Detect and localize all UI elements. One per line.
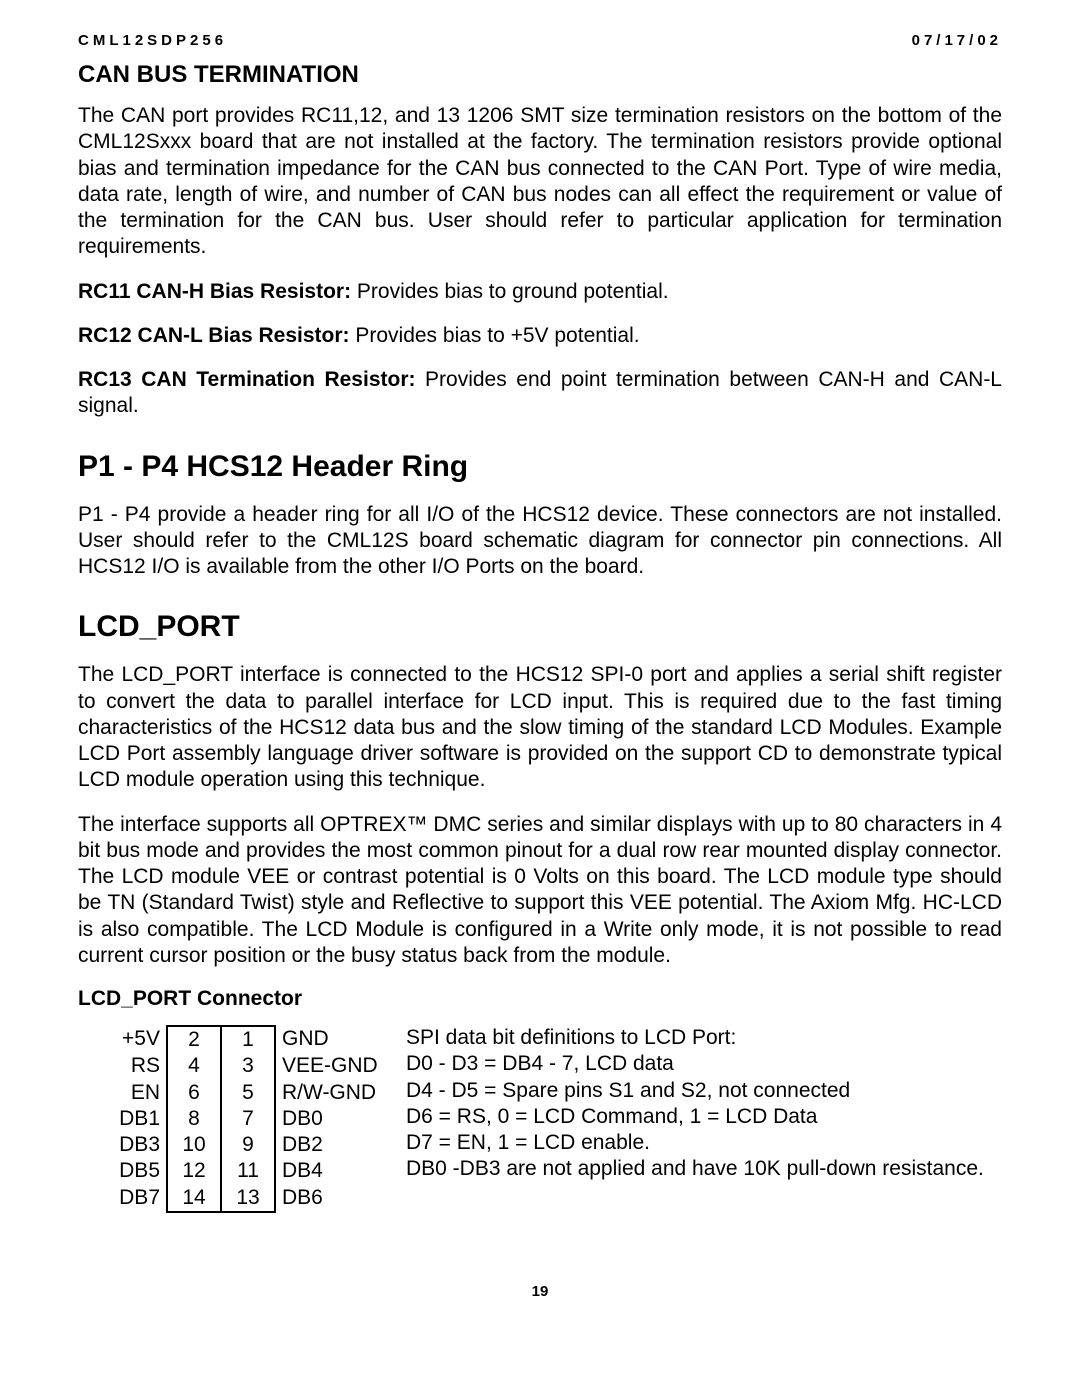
pin-num: 6 <box>167 1080 221 1106</box>
pin-num: 2 <box>167 1026 221 1053</box>
connector-table: +5V 2 1 GND RS 4 3 VEE-GND EN 6 5 R/W-GN… <box>98 1025 392 1213</box>
pin-label-left: DB7 <box>98 1185 167 1212</box>
connector-subhead: LCD_PORT Connector <box>78 987 1002 1011</box>
pin-label-left: DB3 <box>98 1132 167 1158</box>
table-row: RS 4 3 VEE-GND <box>98 1053 392 1079</box>
header-right: 07/17/02 <box>912 32 1002 49</box>
def-line: D6 = RS, 0 = LCD Command, 1 = LCD Data <box>406 1104 1002 1130</box>
rc11-bold: RC11 CAN-H Bias Resistor: <box>78 280 351 303</box>
pin-label-right: GND <box>275 1026 392 1053</box>
header-left: CML12SDP256 <box>78 32 227 49</box>
def-line: DB0 -DB3 are not applied and have 10K pu… <box>406 1156 1002 1182</box>
section1-title: CAN BUS TERMINATION <box>78 61 1002 89</box>
table-row: DB5 12 11 DB4 <box>98 1158 392 1184</box>
def-line: D7 = EN, 1 = LCD enable. <box>406 1130 1002 1156</box>
pin-num: 5 <box>221 1080 275 1106</box>
section1-p1: The CAN port provides RC11,12, and 13 12… <box>78 103 1002 261</box>
pin-num: 14 <box>167 1185 221 1212</box>
pin-num: 12 <box>167 1158 221 1184</box>
pin-num: 13 <box>221 1185 275 1212</box>
section2-title: P1 - P4 HCS12 Header Ring <box>78 450 1002 484</box>
section3-title: LCD_PORT <box>78 610 1002 644</box>
page-number: 19 <box>78 1283 1002 1300</box>
table-row: DB3 10 9 DB2 <box>98 1132 392 1158</box>
spi-definitions: SPI data bit definitions to LCD Port: D0… <box>406 1025 1002 1183</box>
pin-label-left: RS <box>98 1053 167 1079</box>
pin-num: 9 <box>221 1132 275 1158</box>
pin-label-left: DB1 <box>98 1106 167 1132</box>
table-row: EN 6 5 R/W-GND <box>98 1080 392 1106</box>
rc11-line: RC11 CAN-H Bias Resistor: Provides bias … <box>78 279 1002 305</box>
pin-num: 1 <box>221 1026 275 1053</box>
rc12-line: RC12 CAN-L Bias Resistor: Provides bias … <box>78 323 1002 349</box>
pin-label-right: DB2 <box>275 1132 392 1158</box>
pin-label-right: R/W-GND <box>275 1080 392 1106</box>
pin-label-left: EN <box>98 1080 167 1106</box>
def-line: D0 - D3 = DB4 - 7, LCD data <box>406 1051 1002 1077</box>
section3-p2: The interface supports all OPTREX™ DMC s… <box>78 812 1002 970</box>
section3-p1: The LCD_PORT interface is connected to t… <box>78 662 1002 793</box>
pin-label-right: DB6 <box>275 1185 392 1212</box>
section2-p1: P1 - P4 provide a header ring for all I/… <box>78 502 1002 581</box>
pin-num: 11 <box>221 1158 275 1184</box>
rc13-bold: RC13 CAN Termination Resistor: <box>78 368 415 391</box>
pin-label-left: +5V <box>98 1026 167 1053</box>
pin-label-right: VEE-GND <box>275 1053 392 1079</box>
pin-label-right: DB4 <box>275 1158 392 1184</box>
rc11-text: Provides bias to ground potential. <box>351 280 669 303</box>
pin-num: 8 <box>167 1106 221 1132</box>
page-header: CML12SDP256 07/17/02 <box>78 32 1002 49</box>
def-line: D4 - D5 = Spare pins S1 and S2, not conn… <box>406 1078 1002 1104</box>
table-row: +5V 2 1 GND <box>98 1026 392 1053</box>
pin-num: 3 <box>221 1053 275 1079</box>
pin-num: 7 <box>221 1106 275 1132</box>
pin-num: 10 <box>167 1132 221 1158</box>
pin-label-right: DB0 <box>275 1106 392 1132</box>
connector-block: +5V 2 1 GND RS 4 3 VEE-GND EN 6 5 R/W-GN… <box>98 1025 1002 1213</box>
rc12-bold: RC12 CAN-L Bias Resistor: <box>78 324 350 347</box>
table-row: DB1 8 7 DB0 <box>98 1106 392 1132</box>
rc13-line: RC13 CAN Termination Resistor: Provides … <box>78 367 1002 420</box>
pin-num: 4 <box>167 1053 221 1079</box>
def-line: SPI data bit definitions to LCD Port: <box>406 1025 1002 1051</box>
pin-label-left: DB5 <box>98 1158 167 1184</box>
rc12-text: Provides bias to +5V potential. <box>350 324 640 347</box>
table-row: DB7 14 13 DB6 <box>98 1185 392 1212</box>
